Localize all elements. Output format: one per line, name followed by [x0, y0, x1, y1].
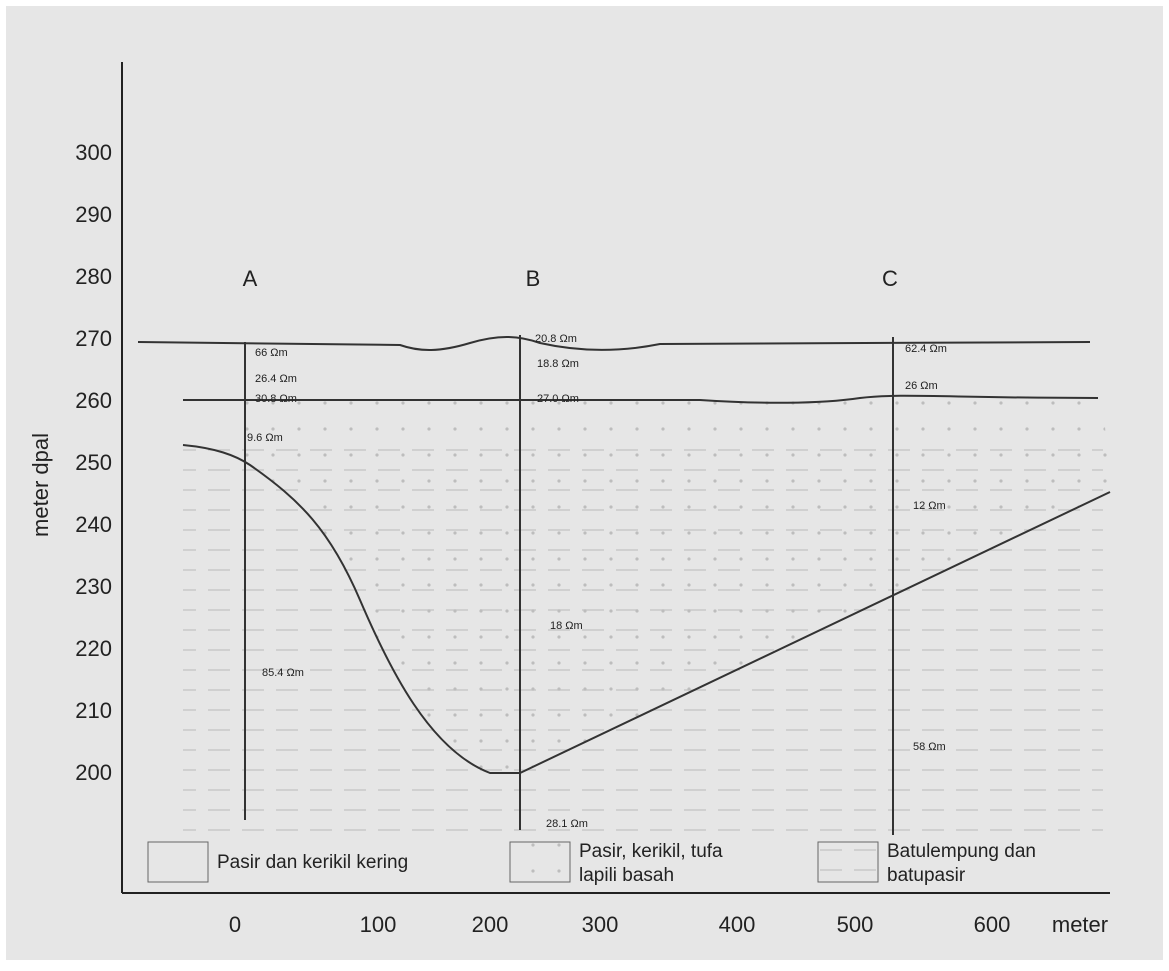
resistivity-label: 27.0 Ωm — [537, 393, 579, 405]
x-tick-label: 200 — [472, 912, 509, 937]
legend-label: batupasir — [887, 865, 966, 886]
y-tick-label: 240 — [75, 512, 112, 537]
resistivity-label: 18.8 Ωm — [537, 358, 579, 370]
resistivity-label: 12 Ωm — [913, 500, 946, 512]
resistivity-label: 9.6 Ωm — [247, 432, 283, 444]
resistivity-label: 30.8 Ωm — [255, 393, 297, 405]
x-tick-label: 100 — [360, 912, 397, 937]
legend-label: Pasir dan kerikil kering — [217, 852, 408, 873]
legend-label: Batulempung dan — [887, 841, 1036, 862]
y-tick-label: 250 — [75, 450, 112, 475]
resistivity-label: 18 Ωm — [550, 620, 583, 632]
resistivity-label: 62.4 Ωm — [905, 343, 947, 355]
y-tick-label: 280 — [75, 264, 112, 289]
y-tick-label: 200 — [75, 760, 112, 785]
resistivity-label: 28.1 Ωm — [546, 818, 588, 830]
x-tick-label: 0 — [229, 912, 241, 937]
legend-swatch — [818, 842, 878, 882]
y-tick-label: 290 — [75, 202, 112, 227]
y-axis-label: meter dpal — [28, 433, 53, 537]
legend-label: lapili basah — [579, 865, 674, 886]
borehole-label: A — [243, 266, 258, 291]
y-tick-label: 210 — [75, 698, 112, 723]
borehole-label: C — [882, 266, 898, 291]
x-tick-label: 400 — [719, 912, 756, 937]
resistivity-label: 66 Ωm — [255, 347, 288, 359]
resistivity-label: 85.4 Ωm — [262, 667, 304, 679]
y-tick-label: 270 — [75, 326, 112, 351]
x-tick-label: 600 — [974, 912, 1011, 937]
x-tick-label: 500 — [837, 912, 874, 937]
legend-label: Pasir, kerikil, tufa — [579, 841, 723, 862]
y-tick-label: 260 — [75, 388, 112, 413]
y-tick-label: 220 — [75, 636, 112, 661]
resistivity-label: 58 Ωm — [913, 741, 946, 753]
diagram: meter dpal 300 290 280 270 260 250 240 230 220 21… — [0, 0, 1169, 966]
legend-swatch — [510, 842, 570, 882]
y-tick-label: 300 — [75, 140, 112, 165]
borehole-label: B — [526, 266, 541, 291]
x-tick-label: 300 — [582, 912, 619, 937]
resistivity-label: 26 Ωm — [905, 380, 938, 392]
resistivity-label: 20.8 Ωm — [535, 333, 577, 345]
legend-swatch — [148, 842, 208, 882]
y-tick-label: 230 — [75, 574, 112, 599]
resistivity-label: 26.4 Ωm — [255, 373, 297, 385]
x-axis-unit: meter — [1052, 912, 1108, 937]
